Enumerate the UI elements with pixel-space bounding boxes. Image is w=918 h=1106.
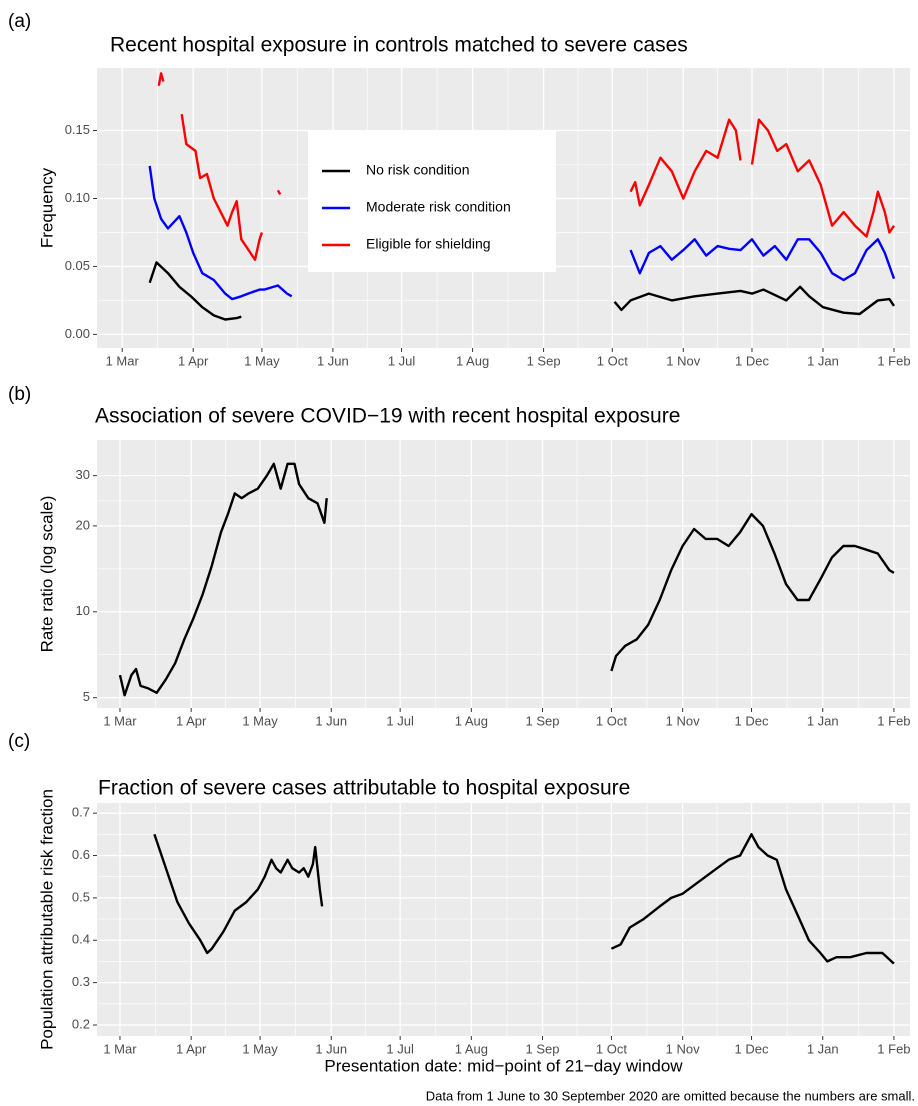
x-tick-label: 1 Jan: [807, 1041, 839, 1056]
panel: 1 Mar 1 Apr 1 May 1 Jun 1 Jul 1 Aug 1 Sep 1 Oct…: [8, 384, 911, 728]
data-line: [148, 261, 895, 321]
data-line: [148, 165, 896, 301]
panel-label: (b): [8, 384, 31, 405]
y-tick-label: 0.4: [72, 932, 90, 947]
x-tick-label: 1 Aug: [456, 353, 489, 368]
x-tick-label: 1 Jan: [807, 713, 839, 728]
x-tick-label: 1 Feb: [877, 1041, 910, 1056]
y-tick-label: 20: [76, 517, 90, 532]
x-tick-label: 1 May: [242, 1041, 278, 1056]
y-tick-label: 30: [76, 467, 90, 482]
y-tick-label: 0.7: [72, 805, 90, 820]
x-axis-title: Presentation date: mid−point of 21−day w…: [324, 1056, 683, 1075]
y-tick-label: 0.6: [72, 847, 90, 862]
x-tick-label: 1 Nov: [666, 1041, 700, 1056]
legend-box: [308, 130, 556, 272]
x-tick-label: 1 Nov: [666, 353, 700, 368]
x-tick-label: 1 Dec: [735, 353, 769, 368]
panel: 1 Mar 1 Apr 1 May 1 Jun 1 Jul 1 Aug 1 Sep 1 Oct…: [8, 731, 915, 1103]
x-tick-label: 1 Oct: [597, 353, 628, 368]
x-tick-label: 1 Feb: [877, 713, 910, 728]
chart-title: Fraction of severe cases attributable to…: [98, 777, 630, 800]
x-tick-label: 1 Aug: [455, 1041, 488, 1056]
chart-title: Association of severe COVID−19 with rece…: [95, 405, 680, 428]
x-tick-label: 1 Jun: [315, 1041, 347, 1056]
x-tick-label: 1 Apr: [176, 1041, 207, 1056]
x-tick-label: 1 Apr: [178, 353, 209, 368]
x-tick-label: 1 Mar: [106, 353, 140, 368]
footnote: Data from 1 June to 30 September 2020 ar…: [426, 1088, 915, 1103]
y-tick-label: 0.5: [72, 889, 90, 904]
y-tick-label: 0.10: [65, 190, 90, 205]
x-tick-label: 1 Sep: [526, 1041, 560, 1056]
x-tick-label: 1 Dec: [735, 713, 769, 728]
x-tick-label: 1 Mar: [103, 713, 137, 728]
plot-background: [97, 803, 910, 1036]
x-tick-label: 1 Apr: [176, 713, 207, 728]
chart-title: Recent hospital exposure in controls mat…: [110, 34, 688, 57]
x-tick-label: 1 Jun: [315, 713, 347, 728]
x-tick-label: 1 Oct: [596, 713, 627, 728]
panel: 1 Mar 1 Apr 1 May 1 Jun 1 Jul 1 Aug 1 Sep 1 Oct…: [8, 11, 911, 368]
data-line: [157, 72, 895, 261]
x-tick-label: 1 Jul: [388, 353, 416, 368]
x-tick-label: 1 Jan: [807, 353, 839, 368]
y-tick-label: 0.2: [72, 1016, 90, 1031]
y-axis-title: Rate ratio (log scale): [37, 496, 56, 653]
x-tick-label: 1 Nov: [666, 713, 700, 728]
legend: No risk condition Moderate risk condition…: [308, 130, 556, 272]
legend-label: No risk condition: [366, 162, 470, 178]
y-axis-title: Population attributable risk fraction: [37, 789, 56, 1050]
legend-label: Eligible for shielding: [366, 236, 491, 252]
y-tick-label: 10: [76, 603, 90, 618]
panel-label: (c): [8, 731, 30, 752]
y-tick-label: 0.00: [65, 326, 90, 341]
x-tick-label: 1 Aug: [455, 713, 488, 728]
x-tick-label: 1 May: [242, 713, 278, 728]
x-tick-label: 1 Jul: [386, 1041, 414, 1056]
data-line: [118, 462, 895, 697]
y-tick-label: 0.05: [65, 258, 90, 273]
x-tick-label: 1 Mar: [103, 1041, 137, 1056]
y-tick-label: 5: [83, 689, 90, 704]
data-line: [153, 833, 895, 965]
x-tick-label: 1 May: [244, 353, 280, 368]
panel-label: (a): [8, 11, 31, 32]
x-tick-label: 1 Sep: [526, 713, 560, 728]
x-tick-label: 1 Oct: [596, 1041, 627, 1056]
x-tick-label: 1 Dec: [735, 1041, 769, 1056]
y-axis-title: Frequency: [37, 167, 56, 248]
y-tick-label: 0.15: [65, 122, 90, 137]
y-tick-label: 0.3: [72, 974, 90, 989]
x-tick-label: 1 Sep: [527, 353, 561, 368]
x-tick-label: 1 Feb: [877, 353, 910, 368]
x-tick-label: 1 Jul: [386, 713, 414, 728]
x-tick-label: 1 Jun: [317, 353, 349, 368]
legend-label: Moderate risk condition: [366, 199, 511, 215]
plot-background: [97, 440, 910, 708]
